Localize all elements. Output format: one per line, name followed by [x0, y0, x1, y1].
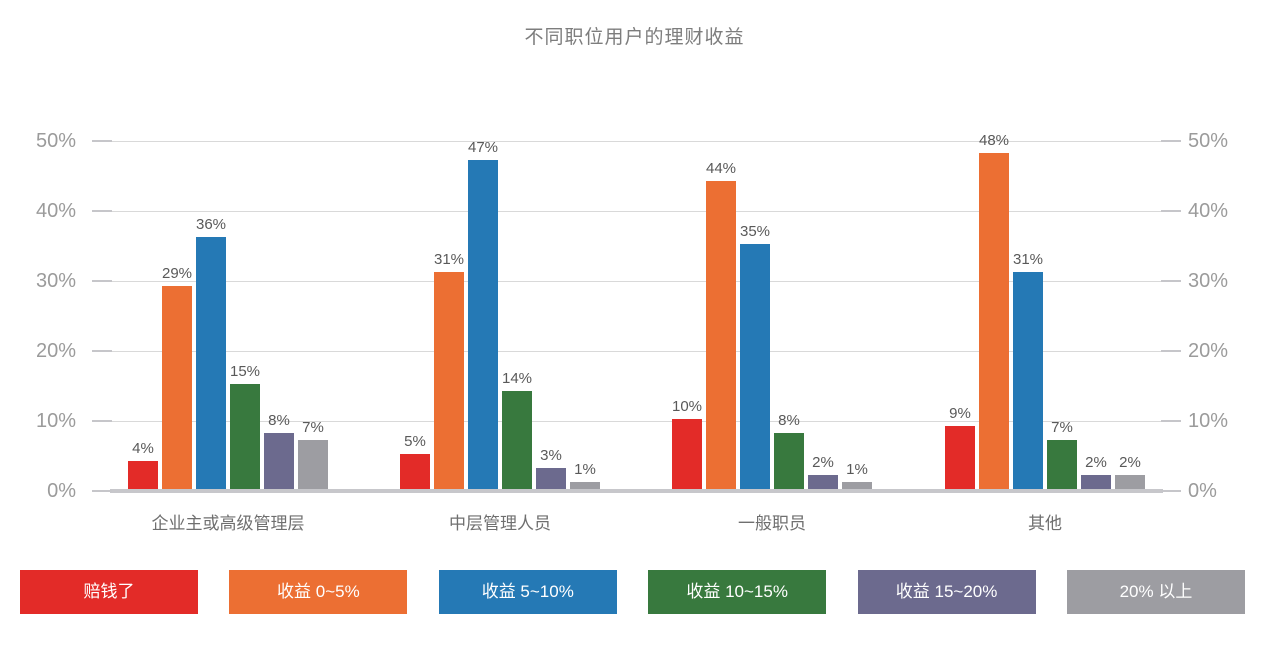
bar-group-0: 4% 29% 36% 15% 8% 7%: [128, 141, 328, 489]
y-axis-tick-right: [1161, 280, 1181, 282]
bar-s1-c0: 29%: [162, 265, 192, 489]
bar-group-2: 10% 44% 35% 8% 2% 1%: [672, 141, 872, 489]
bar-value-label: 29%: [161, 265, 193, 282]
bar-group-3: 9% 48% 31% 7% 2% 2%: [945, 132, 1145, 489]
bar-value-label: 9%: [949, 405, 971, 422]
bar-value-label: 10%: [671, 398, 703, 415]
bar-value-label: 8%: [778, 412, 800, 429]
chart-title: 不同职位用户的理财收益: [524, 27, 745, 48]
gridline: [110, 351, 1163, 352]
bar-value-label: 3%: [540, 447, 562, 464]
y-axis-tick-label-right: 40%: [1188, 200, 1229, 222]
bar-s4-c1: 3%: [536, 447, 566, 489]
x-axis-label-3: 其他: [1028, 514, 1062, 533]
y-axis-tick-label-right: 10%: [1188, 410, 1229, 432]
bar-s4-c0: 8%: [264, 412, 294, 489]
bar-s5-c1: 1%: [570, 461, 600, 489]
y-axis-tick-left: [92, 280, 112, 282]
bar-value-label: 1%: [574, 461, 596, 478]
bar-value-label: 2%: [812, 454, 834, 471]
legend-item-1[interactable]: 收益 0~5%: [229, 570, 408, 614]
x-axis-label-2: 一般职员: [738, 514, 806, 533]
bar-s5-c0: 7%: [298, 419, 328, 489]
legend-item-5[interactable]: 20% 以上: [1066, 570, 1245, 614]
x-axis-baseline: [110, 489, 1163, 493]
y-axis-tick-label-left: 10%: [35, 410, 76, 432]
y-axis-tick-right: [1161, 210, 1181, 212]
x-axis-label-0: 企业主或高级管理层: [151, 514, 305, 533]
bar-value-label: 2%: [1119, 454, 1141, 471]
bar-s4-c2: 2%: [808, 454, 838, 489]
bar-s1-c2: 44%: [706, 160, 736, 489]
bar-value-label: 7%: [1051, 419, 1073, 436]
y-axis-tick-label-right: 30%: [1188, 270, 1229, 292]
bar-value-label: 36%: [195, 216, 227, 233]
bar-s3-c2: 8%: [774, 412, 804, 489]
bar-s3-c3: 7%: [1047, 419, 1077, 489]
y-axis-tick-right: [1161, 350, 1181, 352]
bar-s0-c2: 10%: [672, 398, 702, 489]
bar-value-label: 14%: [501, 370, 533, 387]
bar-value-label: 31%: [433, 251, 465, 268]
y-axis-tick-left: [92, 140, 112, 142]
bar-s2-c0: 36%: [196, 216, 226, 489]
y-axis-tick-right: [1161, 490, 1181, 492]
legend-item-2[interactable]: 收益 5~10%: [438, 570, 617, 614]
gridline: [110, 421, 1163, 422]
y-axis-tick-left: [92, 420, 112, 422]
y-axis-tick-right: [1161, 420, 1181, 422]
y-axis-tick-label-right: 0%: [1188, 480, 1217, 502]
legend-item-0[interactable]: 赔钱了: [20, 570, 198, 614]
bar-s5-c3: 2%: [1115, 454, 1145, 489]
bar-value-label: 44%: [705, 160, 737, 177]
bar-s2-c2: 35%: [740, 223, 770, 489]
legend-item-3[interactable]: 收益 10~15%: [648, 570, 827, 614]
y-axis-tick-label-left: 40%: [35, 200, 76, 222]
y-axis-tick-left: [92, 490, 112, 492]
bar-group-1: 5% 31% 47% 14% 3% 1%: [400, 139, 600, 489]
bar-s0-c3: 9%: [945, 405, 975, 489]
gridline: [110, 211, 1163, 212]
legend-item-4[interactable]: 收益 15~20%: [857, 570, 1036, 614]
y-axis-tick-label-left: 20%: [35, 340, 76, 362]
bar-s5-c2: 1%: [842, 461, 872, 489]
y-axis-tick-label-right: 50%: [1188, 130, 1229, 152]
y-axis-tick-right: [1161, 140, 1181, 142]
y-axis-tick-left: [92, 210, 112, 212]
plot-area: 4% 29% 36% 15% 8% 7% 企业主或高级管理层 5% 31% 47% 14% 3% 1% 中…: [110, 132, 1163, 533]
bar-s0-c1: 5%: [400, 433, 430, 489]
gridline: [110, 281, 1163, 282]
y-axis-tick-left: [92, 350, 112, 352]
y-axis-tick-label-right: 20%: [1188, 340, 1229, 362]
bar-value-label: 48%: [978, 132, 1010, 149]
bar-value-label: 7%: [302, 419, 324, 436]
y-axis-tick-label-left: 50%: [35, 130, 76, 152]
gridline: [110, 141, 1163, 142]
bar-value-label: 35%: [739, 223, 771, 240]
bar-value-label: 15%: [229, 363, 261, 380]
bar-value-label: 31%: [1012, 251, 1044, 268]
bar-value-label: 47%: [467, 139, 499, 156]
y-axis-tick-label-left: 30%: [35, 270, 76, 292]
bar-value-label: 8%: [268, 412, 290, 429]
bar-value-label: 1%: [846, 461, 868, 478]
legend: 赔钱了 收益 0~5% 收益 5~10% 收益 10~15% 收益 15~20% 20% …: [20, 570, 1245, 614]
bar-s2-c1: 47%: [468, 139, 498, 489]
bar-s1-c1: 31%: [434, 251, 464, 489]
bar-value-label: 5%: [404, 433, 426, 450]
bar-s3-c0: 15%: [230, 363, 260, 489]
bar-s3-c1: 14%: [502, 370, 532, 489]
bar-s0-c0: 4%: [128, 440, 158, 489]
bar-value-label: 4%: [132, 440, 154, 457]
bar-value-label: 2%: [1085, 454, 1107, 471]
bar-s4-c3: 2%: [1081, 454, 1111, 489]
x-axis-label-1: 中层管理人员: [449, 514, 551, 533]
bar-s1-c3: 48%: [979, 132, 1009, 489]
y-axis-tick-label-left: 0%: [47, 480, 76, 502]
bar-s2-c3: 31%: [1013, 251, 1043, 489]
